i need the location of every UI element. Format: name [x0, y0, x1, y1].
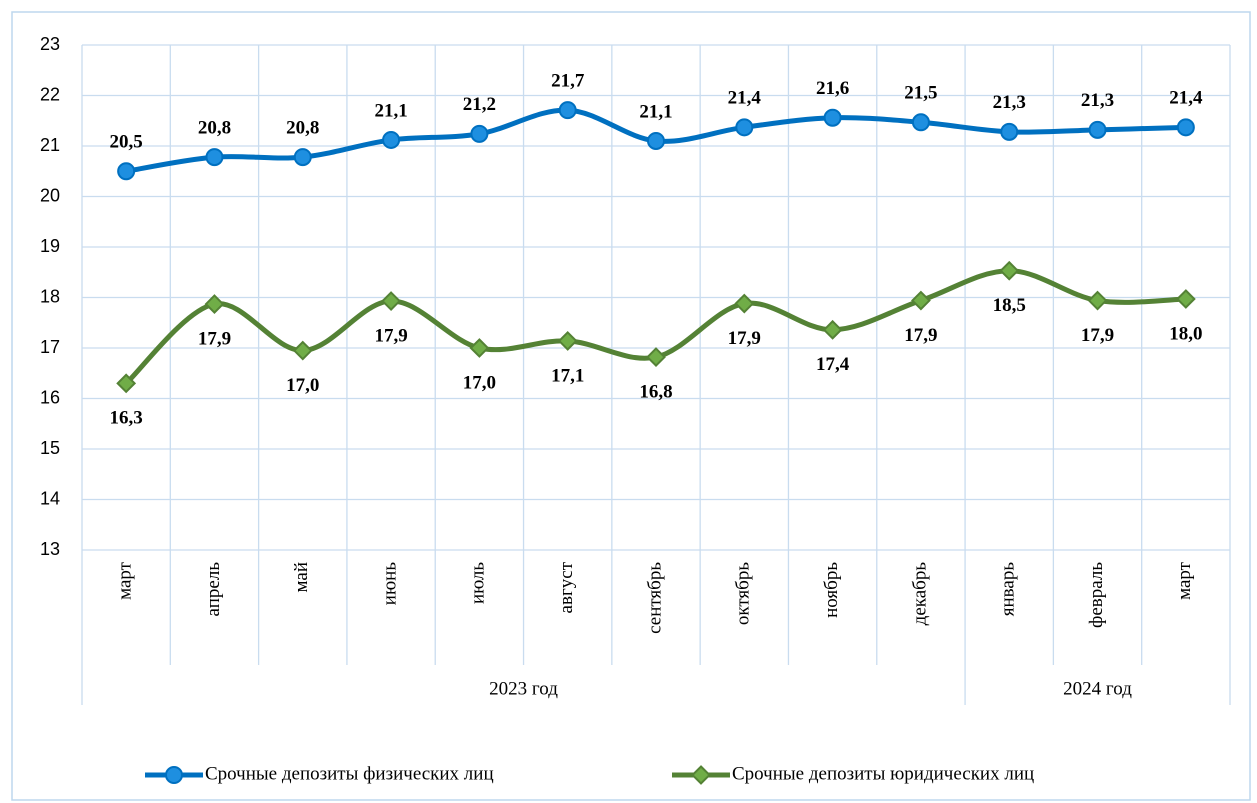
data-label: 21,3 — [993, 92, 1026, 113]
x-tick-label: август — [556, 561, 577, 613]
data-label: 21,5 — [904, 83, 937, 104]
data-label: 17,1 — [551, 365, 584, 386]
y-tick-label: 20 — [40, 185, 60, 205]
x-tick-label: май — [291, 562, 312, 593]
data-label: 21,1 — [639, 101, 672, 122]
data-point — [469, 338, 490, 358]
y-tick-label: 15 — [40, 438, 60, 458]
data-label: 17,0 — [286, 375, 319, 396]
data-label: 20,8 — [198, 117, 231, 138]
data-point — [117, 162, 136, 181]
x-tick-label: февраль — [1086, 562, 1107, 628]
data-label: 21,3 — [1081, 90, 1114, 111]
data-point — [823, 108, 842, 127]
y-tick-label: 16 — [40, 387, 60, 407]
chart-border — [11, 11, 1251, 801]
data-point — [292, 340, 313, 361]
data-label: 21,4 — [1169, 88, 1203, 109]
data-point — [204, 294, 225, 314]
data-point — [911, 113, 930, 132]
data-label: 21,7 — [551, 71, 585, 92]
data-label: 18,0 — [1169, 323, 1202, 344]
data-label: 21,4 — [728, 88, 762, 109]
legend-marker — [165, 766, 183, 784]
data-point — [735, 118, 754, 137]
data-label: 17,9 — [1081, 325, 1114, 346]
data-point — [470, 124, 489, 143]
x-tick-label: июнь — [379, 562, 400, 606]
legend-marker — [691, 765, 711, 785]
group-label: 2024 год — [1063, 678, 1132, 699]
data-point — [293, 148, 312, 167]
x-tick-label: март — [1174, 561, 1195, 600]
data-label: 17,0 — [463, 372, 496, 393]
x-tick-label: октябрь — [733, 562, 754, 625]
data-label: 20,5 — [110, 132, 143, 153]
y-tick-label: 21 — [40, 135, 60, 155]
y-tick-label: 13 — [40, 539, 60, 559]
data-label: 18,5 — [993, 295, 1026, 316]
data-point — [1088, 120, 1107, 139]
data-point — [647, 131, 665, 150]
data-label: 17,9 — [374, 325, 407, 346]
data-point — [822, 319, 843, 340]
data-label: 21,1 — [374, 100, 407, 121]
x-tick-label: март — [115, 561, 136, 600]
x-tick-label: ноябрь — [821, 562, 842, 618]
data-label: 17,9 — [904, 325, 937, 346]
data-label: 20,8 — [286, 117, 319, 138]
x-tick-label: сентябрь — [644, 562, 665, 634]
data-point — [646, 347, 666, 368]
data-point — [557, 331, 578, 351]
x-tick-label: январь — [998, 562, 1019, 617]
data-label: 16,8 — [639, 381, 672, 402]
y-tick-label: 22 — [40, 84, 60, 104]
legend-label: Срочные депозиты юридических лиц — [732, 763, 1034, 784]
group-label: 2023 год — [489, 678, 558, 699]
y-tick-label: 18 — [40, 286, 60, 306]
x-tick-label: апрель — [203, 562, 224, 617]
data-label: 16,3 — [110, 408, 143, 429]
data-point — [116, 373, 137, 394]
data-label: 17,9 — [728, 328, 761, 349]
y-tick-label: 17 — [40, 337, 60, 357]
y-tick-label: 19 — [40, 236, 60, 256]
data-point — [1176, 118, 1195, 137]
legend-label: Срочные депозиты физических лиц — [205, 763, 494, 784]
data-point — [734, 293, 755, 314]
y-tick-label: 14 — [40, 488, 60, 508]
data-point — [382, 130, 401, 149]
data-point — [999, 260, 1020, 281]
data-point — [1175, 289, 1196, 309]
x-tick-label: июль — [468, 562, 489, 604]
data-label: 21,6 — [816, 78, 849, 99]
data-label: 21,2 — [463, 94, 496, 115]
data-point — [381, 291, 401, 311]
y-tick-label: 23 — [40, 34, 60, 54]
data-point — [1087, 290, 1108, 311]
data-point — [911, 290, 931, 311]
data-point — [205, 148, 224, 167]
data-point — [1000, 122, 1019, 141]
x-tick-label: декабрь — [909, 562, 930, 626]
data-label: 17,9 — [198, 328, 231, 349]
data-point — [558, 101, 577, 120]
data-label: 17,4 — [816, 354, 850, 375]
